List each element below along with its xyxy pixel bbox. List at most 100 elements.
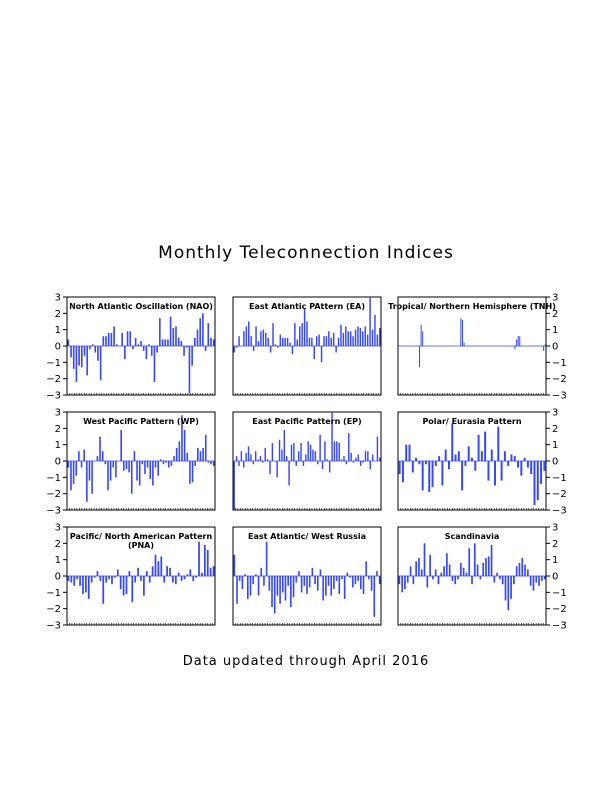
- bar: [260, 567, 263, 576]
- bar: [507, 576, 510, 611]
- bar: [309, 444, 312, 461]
- panel-5: East Pacific Pattern (EP): [232, 411, 382, 511]
- bar: [191, 461, 194, 483]
- bar: [289, 342, 291, 346]
- panel-title: Tropical/ Northern Hemisphere (TNH): [388, 302, 556, 311]
- bar: [204, 434, 207, 461]
- bar: [338, 576, 341, 594]
- bar: [376, 436, 379, 461]
- bar: [97, 346, 99, 361]
- bar: [362, 331, 364, 346]
- panel-title: (PNA): [128, 541, 154, 550]
- bar: [357, 576, 359, 581]
- bar: [305, 454, 307, 461]
- bar: [210, 461, 212, 465]
- bar: [175, 326, 177, 346]
- bar: [415, 561, 417, 576]
- bar: [96, 456, 99, 461]
- bar: [111, 576, 113, 585]
- bar: [496, 572, 498, 576]
- bar: [203, 544, 206, 576]
- bar: [274, 344, 277, 346]
- bar: [428, 461, 431, 493]
- y-tick-label: −3: [552, 506, 567, 517]
- bar: [78, 451, 80, 461]
- bar: [426, 576, 429, 588]
- bar: [262, 329, 265, 346]
- y-tick-label: 1: [552, 555, 558, 566]
- bar: [398, 461, 401, 475]
- bar: [325, 576, 327, 596]
- bar: [354, 329, 357, 346]
- y-tick-label: 0: [55, 342, 61, 353]
- bar: [243, 461, 245, 468]
- bar: [343, 576, 346, 599]
- bar: [401, 461, 404, 483]
- bar: [167, 339, 169, 346]
- bar: [140, 576, 142, 581]
- y-tick-label: 3: [552, 523, 558, 534]
- bar: [174, 576, 177, 585]
- bar: [160, 459, 162, 461]
- bar: [336, 441, 338, 461]
- bar: [90, 576, 93, 583]
- bar: [91, 344, 94, 346]
- bar: [500, 461, 503, 481]
- y-tick-label: −1: [46, 588, 61, 599]
- y-tick-label: 1: [552, 325, 558, 336]
- bar: [317, 461, 319, 465]
- bar: [351, 576, 354, 588]
- bar: [125, 576, 128, 594]
- bar: [238, 336, 240, 346]
- bar: [94, 346, 97, 353]
- bar: [72, 346, 75, 369]
- bar: [144, 461, 146, 475]
- y-tick-label: −3: [46, 621, 61, 632]
- bar: [335, 576, 338, 581]
- bar: [109, 461, 112, 481]
- bar: [162, 461, 165, 465]
- bar: [369, 461, 371, 470]
- bar: [451, 576, 454, 581]
- bar: [352, 336, 354, 346]
- y-tick-label: −3: [552, 391, 567, 402]
- bar: [290, 444, 293, 461]
- bar: [332, 332, 335, 346]
- bar: [306, 576, 308, 594]
- bar: [288, 461, 290, 486]
- bar: [276, 576, 279, 596]
- bar: [183, 576, 186, 580]
- bar: [91, 461, 93, 494]
- bar: [284, 337, 286, 346]
- bar: [172, 576, 174, 583]
- bar: [173, 456, 175, 461]
- bar: [516, 339, 518, 346]
- bar: [465, 572, 468, 576]
- bar: [287, 576, 289, 586]
- bar: [366, 334, 369, 346]
- bar: [510, 454, 513, 461]
- bar: [320, 346, 323, 363]
- bar: [195, 576, 198, 578]
- y-tick-label: 3: [55, 293, 61, 304]
- bar: [212, 461, 215, 466]
- bar: [262, 461, 264, 463]
- bar: [188, 346, 191, 394]
- bar: [312, 449, 314, 461]
- y-tick-label: 2: [55, 309, 61, 320]
- bar: [268, 576, 271, 591]
- bar: [529, 576, 532, 586]
- bar: [146, 461, 149, 468]
- bar: [476, 564, 479, 576]
- bar: [319, 434, 321, 461]
- bar: [212, 339, 215, 346]
- bar: [142, 346, 145, 351]
- bar: [175, 447, 178, 461]
- bar: [443, 566, 445, 576]
- bar: [357, 454, 360, 461]
- bar: [338, 443, 340, 461]
- bar: [408, 444, 411, 461]
- bar: [451, 423, 454, 461]
- bar: [132, 346, 134, 350]
- bar: [292, 576, 295, 598]
